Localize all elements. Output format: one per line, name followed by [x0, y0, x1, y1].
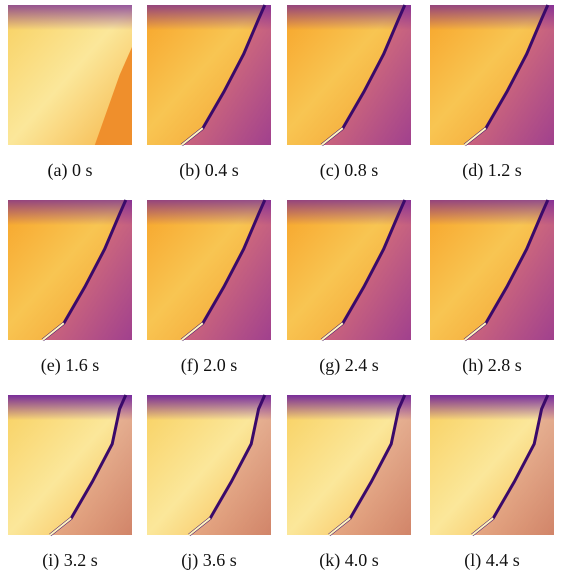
caption: (b) 0.4 s — [179, 160, 239, 181]
caption: (e) 1.6 s — [41, 355, 99, 376]
caption: (j) 3.6 s — [181, 550, 237, 571]
top-band — [147, 395, 271, 420]
caption: (f) 2.0 s — [181, 355, 238, 376]
panel: (a) 0 s — [8, 5, 132, 181]
panel: (k) 4.0 s — [287, 395, 411, 571]
caption: (k) 4.0 s — [319, 550, 379, 571]
panel: (c) 0.8 s — [287, 5, 411, 181]
caption: (l) 4.4 s — [464, 550, 520, 571]
caption: (c) 0.8 s — [320, 160, 378, 181]
top-band — [8, 5, 132, 30]
panel: (b) 0.4 s — [147, 5, 271, 181]
caption: (i) 3.2 s — [42, 550, 98, 571]
top-band — [8, 200, 132, 225]
caption: (d) 1.2 s — [462, 160, 522, 181]
panel: (e) 1.6 s — [8, 200, 132, 376]
top-band — [430, 395, 554, 420]
panel: (d) 1.2 s — [430, 5, 554, 181]
top-band — [430, 5, 554, 30]
panel: (l) 4.4 s — [430, 395, 554, 571]
panel: (h) 2.8 s — [430, 200, 554, 376]
top-band — [430, 200, 554, 225]
top-band — [8, 395, 132, 420]
top-band — [147, 5, 271, 30]
caption: (a) 0 s — [48, 160, 93, 181]
panel: (j) 3.6 s — [147, 395, 271, 571]
panel: (f) 2.0 s — [147, 200, 271, 376]
panel: (i) 3.2 s — [8, 395, 132, 571]
caption: (h) 2.8 s — [462, 355, 522, 376]
top-band — [287, 5, 411, 30]
top-band — [287, 395, 411, 420]
caption: (g) 2.4 s — [319, 355, 379, 376]
panel: (g) 2.4 s — [287, 200, 411, 376]
figure: (a) 0 s (b) 0.4 s (c) 0.8 s (d) 1.2 s (e) 1.… — [0, 0, 562, 581]
top-band — [287, 200, 411, 225]
top-band — [147, 200, 271, 225]
